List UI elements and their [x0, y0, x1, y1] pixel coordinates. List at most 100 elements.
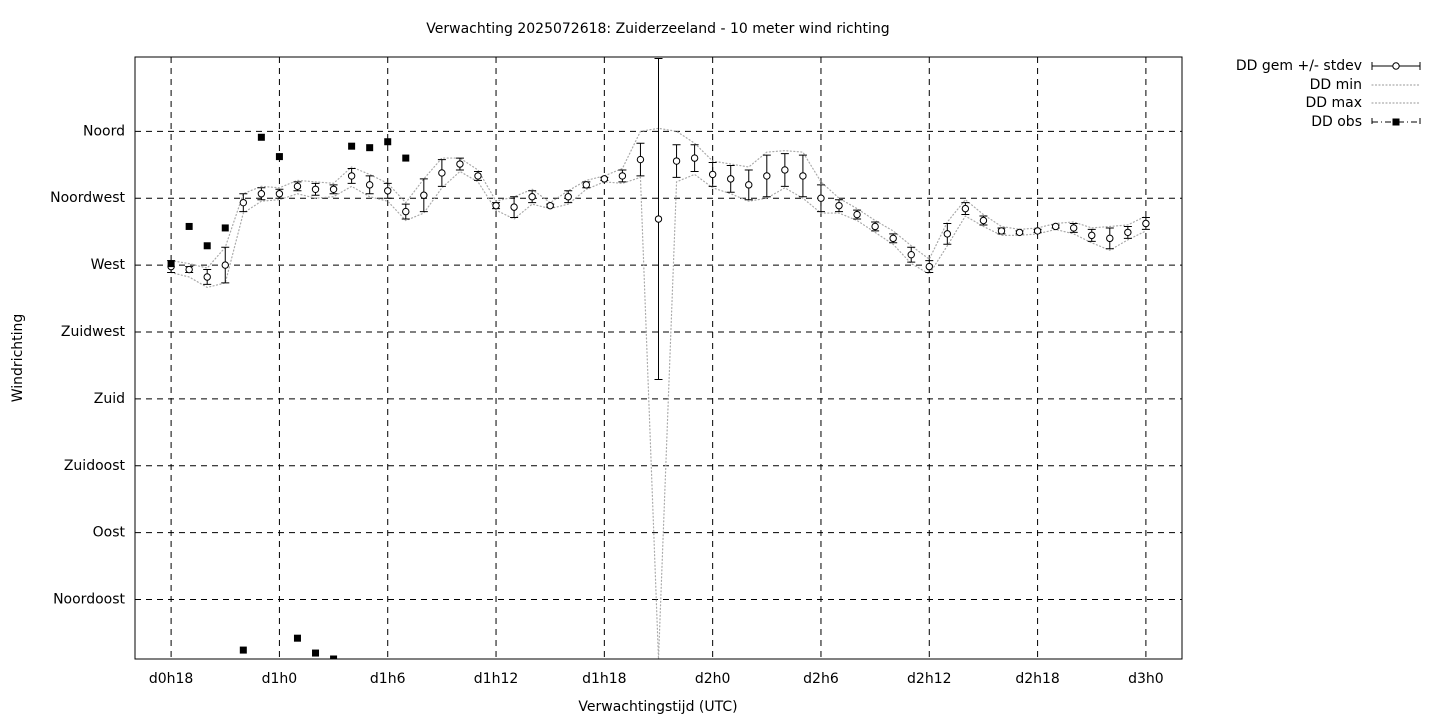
mean-point [1106, 234, 1114, 243]
plot-frame [134, 56, 1183, 660]
mean-point [329, 185, 338, 193]
mean-point [727, 175, 735, 183]
obs-point [275, 153, 283, 161]
x-tick-label: d2h0 [695, 671, 731, 687]
range-line [170, 170, 1147, 659]
grid [135, 57, 1182, 659]
mean-point [365, 181, 374, 189]
y-tick-label: Zuidwest [61, 324, 126, 340]
obs-point [185, 222, 193, 230]
y-axis-label: Windrichting [10, 314, 26, 403]
obs-point [402, 154, 410, 162]
mean-point [275, 190, 284, 198]
mean-point [1124, 228, 1132, 237]
y-tick-label: Zuid [94, 391, 125, 407]
mean-point [997, 227, 1006, 235]
mean-point [1015, 228, 1024, 237]
mean-point [835, 201, 843, 210]
mean-point [799, 172, 807, 180]
x-tick-label: d1h0 [262, 671, 298, 687]
mean-point [257, 190, 266, 198]
legend-label: DD max [1305, 95, 1362, 111]
mean-point [456, 160, 464, 168]
legend-swatch [1392, 62, 1400, 70]
mean-point [528, 193, 536, 201]
legend: DD gem +/- stdev DD min DD max DD obs [1236, 58, 1421, 130]
y-tick-label: Zuidoost [64, 458, 126, 474]
mean-point [1088, 231, 1096, 240]
mean-point [889, 234, 897, 243]
mean-point [618, 172, 627, 180]
mean-point [672, 157, 681, 165]
x-tick-label: d3h0 [1128, 671, 1164, 687]
x-tick-label: d2h6 [803, 671, 839, 687]
obs-point [239, 646, 247, 654]
mean-point [853, 210, 861, 219]
mean-point [384, 187, 392, 195]
x-tick-label: d1h6 [370, 671, 406, 687]
mean-point [402, 207, 410, 216]
mean-point [817, 194, 825, 202]
y-tick-label: Noordwest [50, 190, 125, 206]
obs-point [348, 142, 356, 150]
legend-label: DD min [1310, 77, 1362, 93]
y-tick-label: Noordoost [53, 592, 125, 608]
obs-point [293, 634, 301, 642]
y-tick-label: Oost [93, 525, 126, 541]
x-tick-label: d0h18 [149, 671, 193, 687]
x-tick-label: d1h12 [474, 671, 518, 687]
obs-point [167, 260, 175, 268]
obs-point [384, 138, 392, 146]
mean-point [1051, 222, 1060, 231]
mean-point [907, 250, 915, 259]
x-tick-label: d2h12 [907, 671, 951, 687]
mean-point [961, 204, 970, 213]
y-tick-label: West [91, 257, 126, 273]
mean-point [1142, 219, 1150, 228]
obs-point [366, 144, 374, 152]
mean-point [185, 265, 193, 274]
mean-point [420, 191, 428, 199]
legend-label: DD gem +/- stdev [1236, 58, 1362, 74]
mean-point [564, 193, 572, 201]
mean-point [925, 262, 933, 271]
obs-point [203, 242, 211, 250]
mean-point [239, 198, 248, 207]
mean-point [708, 170, 717, 179]
mean-point [636, 155, 645, 164]
x-tick-label: d1h18 [582, 671, 626, 687]
mean-point [1069, 224, 1078, 232]
obs-point [330, 655, 338, 659]
mean-point [763, 172, 771, 180]
legend-label: DD obs [1311, 114, 1362, 130]
mean-point [510, 203, 518, 211]
x-axis-label: Verwachtingstijd (UTC) [578, 699, 737, 715]
mean-point [311, 185, 320, 193]
mean-point [690, 154, 699, 162]
legend-swatch [1392, 118, 1400, 126]
legend-swatch [1371, 118, 1421, 126]
range-line [170, 127, 1147, 269]
mean-point [221, 261, 229, 269]
mean-point [745, 181, 753, 189]
mean-point [474, 172, 482, 180]
mean-point [203, 273, 211, 281]
mean-point [582, 181, 590, 189]
mean-point [943, 230, 952, 238]
mean-point [654, 215, 663, 223]
obs-point [312, 649, 320, 657]
mean-point [979, 216, 988, 225]
mean-point [546, 201, 554, 210]
mean-point [600, 175, 609, 183]
x-tick-label: d2h18 [1015, 671, 1059, 687]
chart-title: Verwachting 2025072618: Zuiderzeeland - … [426, 21, 889, 37]
mean-point [438, 169, 446, 177]
mean-point [1033, 227, 1042, 235]
plot-area [167, 57, 1150, 659]
mean-point [492, 201, 500, 210]
mean-point [871, 222, 879, 231]
mean-point [781, 166, 789, 174]
obs-point [257, 133, 265, 141]
mean-point [293, 182, 302, 191]
